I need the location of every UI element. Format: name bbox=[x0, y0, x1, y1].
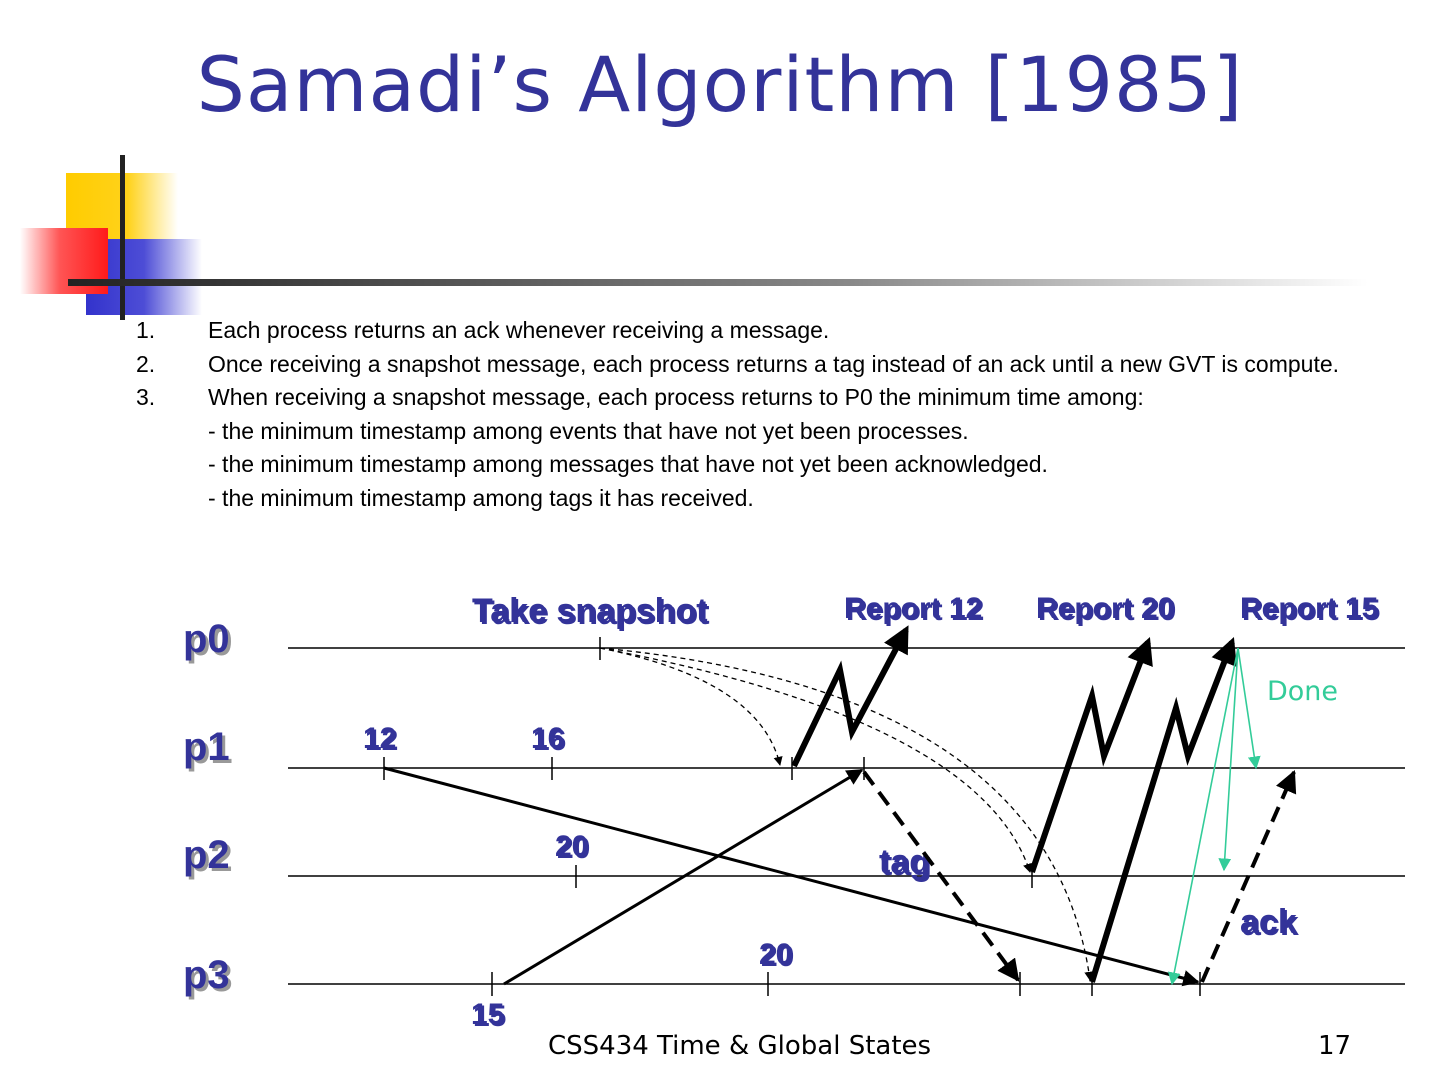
decorative-corner-logo bbox=[20, 155, 1368, 320]
snapshot-message-to-p1 bbox=[599, 647, 783, 766]
report-15-arrow bbox=[1089, 636, 1237, 983]
snapshot-message-to-p3 bbox=[599, 647, 1094, 981]
annotation-shadow: Report 15 bbox=[1242, 594, 1380, 627]
event-label-p2-20: 20 bbox=[555, 830, 588, 863]
event-label-p1-12: 12 bbox=[363, 722, 396, 755]
title-rule bbox=[68, 279, 1368, 286]
annotation-shadow: Report 12 bbox=[846, 594, 984, 627]
event-label-shadow: 16 bbox=[533, 724, 566, 757]
step-number: 2. bbox=[136, 350, 156, 377]
step-item: 2. Once receiving a snapshot message, ea… bbox=[136, 348, 1396, 382]
event-label-p3-15: 15 bbox=[471, 998, 504, 1031]
event-label-shadow: 20 bbox=[557, 832, 590, 865]
footer-page-number: 17 bbox=[1318, 1031, 1352, 1061]
process-label-p0: p0 bbox=[183, 617, 230, 661]
tag-label: tag bbox=[879, 843, 930, 881]
event-label-shadow: 15 bbox=[473, 1000, 506, 1033]
message-p3-to-p1 bbox=[503, 768, 864, 986]
footer-course: CSS434 Time & Global States bbox=[548, 1031, 932, 1061]
step-subitem: - the minimum timestamp among events tha… bbox=[208, 417, 969, 444]
event-label-p1-16: 16 bbox=[531, 722, 564, 755]
step-text: When receiving a snapshot message, each … bbox=[208, 384, 1144, 410]
process-label-shadow: p3 bbox=[186, 956, 233, 1000]
step-text: Once receiving a snapshot message, each … bbox=[208, 350, 1340, 377]
process-label-shadow: p2 bbox=[186, 836, 233, 880]
annotation-shadow: ack bbox=[1242, 905, 1299, 943]
report-12-arrow bbox=[791, 625, 909, 768]
event-label-shadow: 12 bbox=[365, 724, 398, 757]
report-20-label: Report 20 bbox=[1036, 592, 1174, 625]
report-15-label: Report 15 bbox=[1240, 592, 1378, 625]
message-p1-to-p3 bbox=[383, 766, 1200, 987]
process-label-shadow: p0 bbox=[186, 620, 233, 664]
take-snapshot-label: Take snapshot bbox=[472, 592, 708, 630]
step-number: 1. bbox=[136, 317, 156, 343]
done-broadcast-arrows bbox=[1167, 647, 1261, 986]
process-label-shadow: p1 bbox=[186, 728, 233, 772]
step-item: 3. When receiving a snapshot message, ea… bbox=[136, 381, 1396, 515]
done-label: Done bbox=[1267, 676, 1338, 707]
step-text: Each process returns an ack whenever rec… bbox=[208, 317, 830, 343]
step-subitem: - the minimum timestamp among tags it ha… bbox=[208, 484, 754, 511]
ack-label: ack bbox=[1240, 903, 1297, 941]
step-subitem: - the minimum timestamp among messages t… bbox=[208, 451, 1048, 477]
step-item: 1. Each process returns an ack whenever … bbox=[136, 314, 1396, 348]
event-label-p3-20: 20 bbox=[759, 938, 792, 971]
algorithm-steps: 1. Each process returns an ack whenever … bbox=[136, 314, 1396, 515]
process-label-p1: p1 bbox=[183, 725, 230, 769]
tag-message-p1-to-p3 bbox=[862, 770, 1020, 982]
report-20-arrow bbox=[1029, 636, 1153, 873]
annotation-shadow: Report 20 bbox=[1038, 594, 1176, 627]
snapshot-message-to-p2 bbox=[599, 647, 1032, 873]
annotation-shadow: Take snapshot bbox=[474, 594, 710, 632]
logo-vertical-bar bbox=[120, 155, 125, 320]
report-12-label: Report 12 bbox=[844, 592, 982, 625]
process-label-p3: p3 bbox=[183, 953, 230, 997]
annotation-shadow: tag bbox=[881, 845, 932, 883]
step-number: 3. bbox=[136, 384, 156, 410]
slide-title: Samadi’s Algorithm [1985] bbox=[196, 40, 1244, 129]
ack-message-p3-to-p1 bbox=[1200, 769, 1297, 983]
process-label-p2: p2 bbox=[183, 833, 230, 877]
event-label-shadow: 20 bbox=[761, 940, 794, 973]
